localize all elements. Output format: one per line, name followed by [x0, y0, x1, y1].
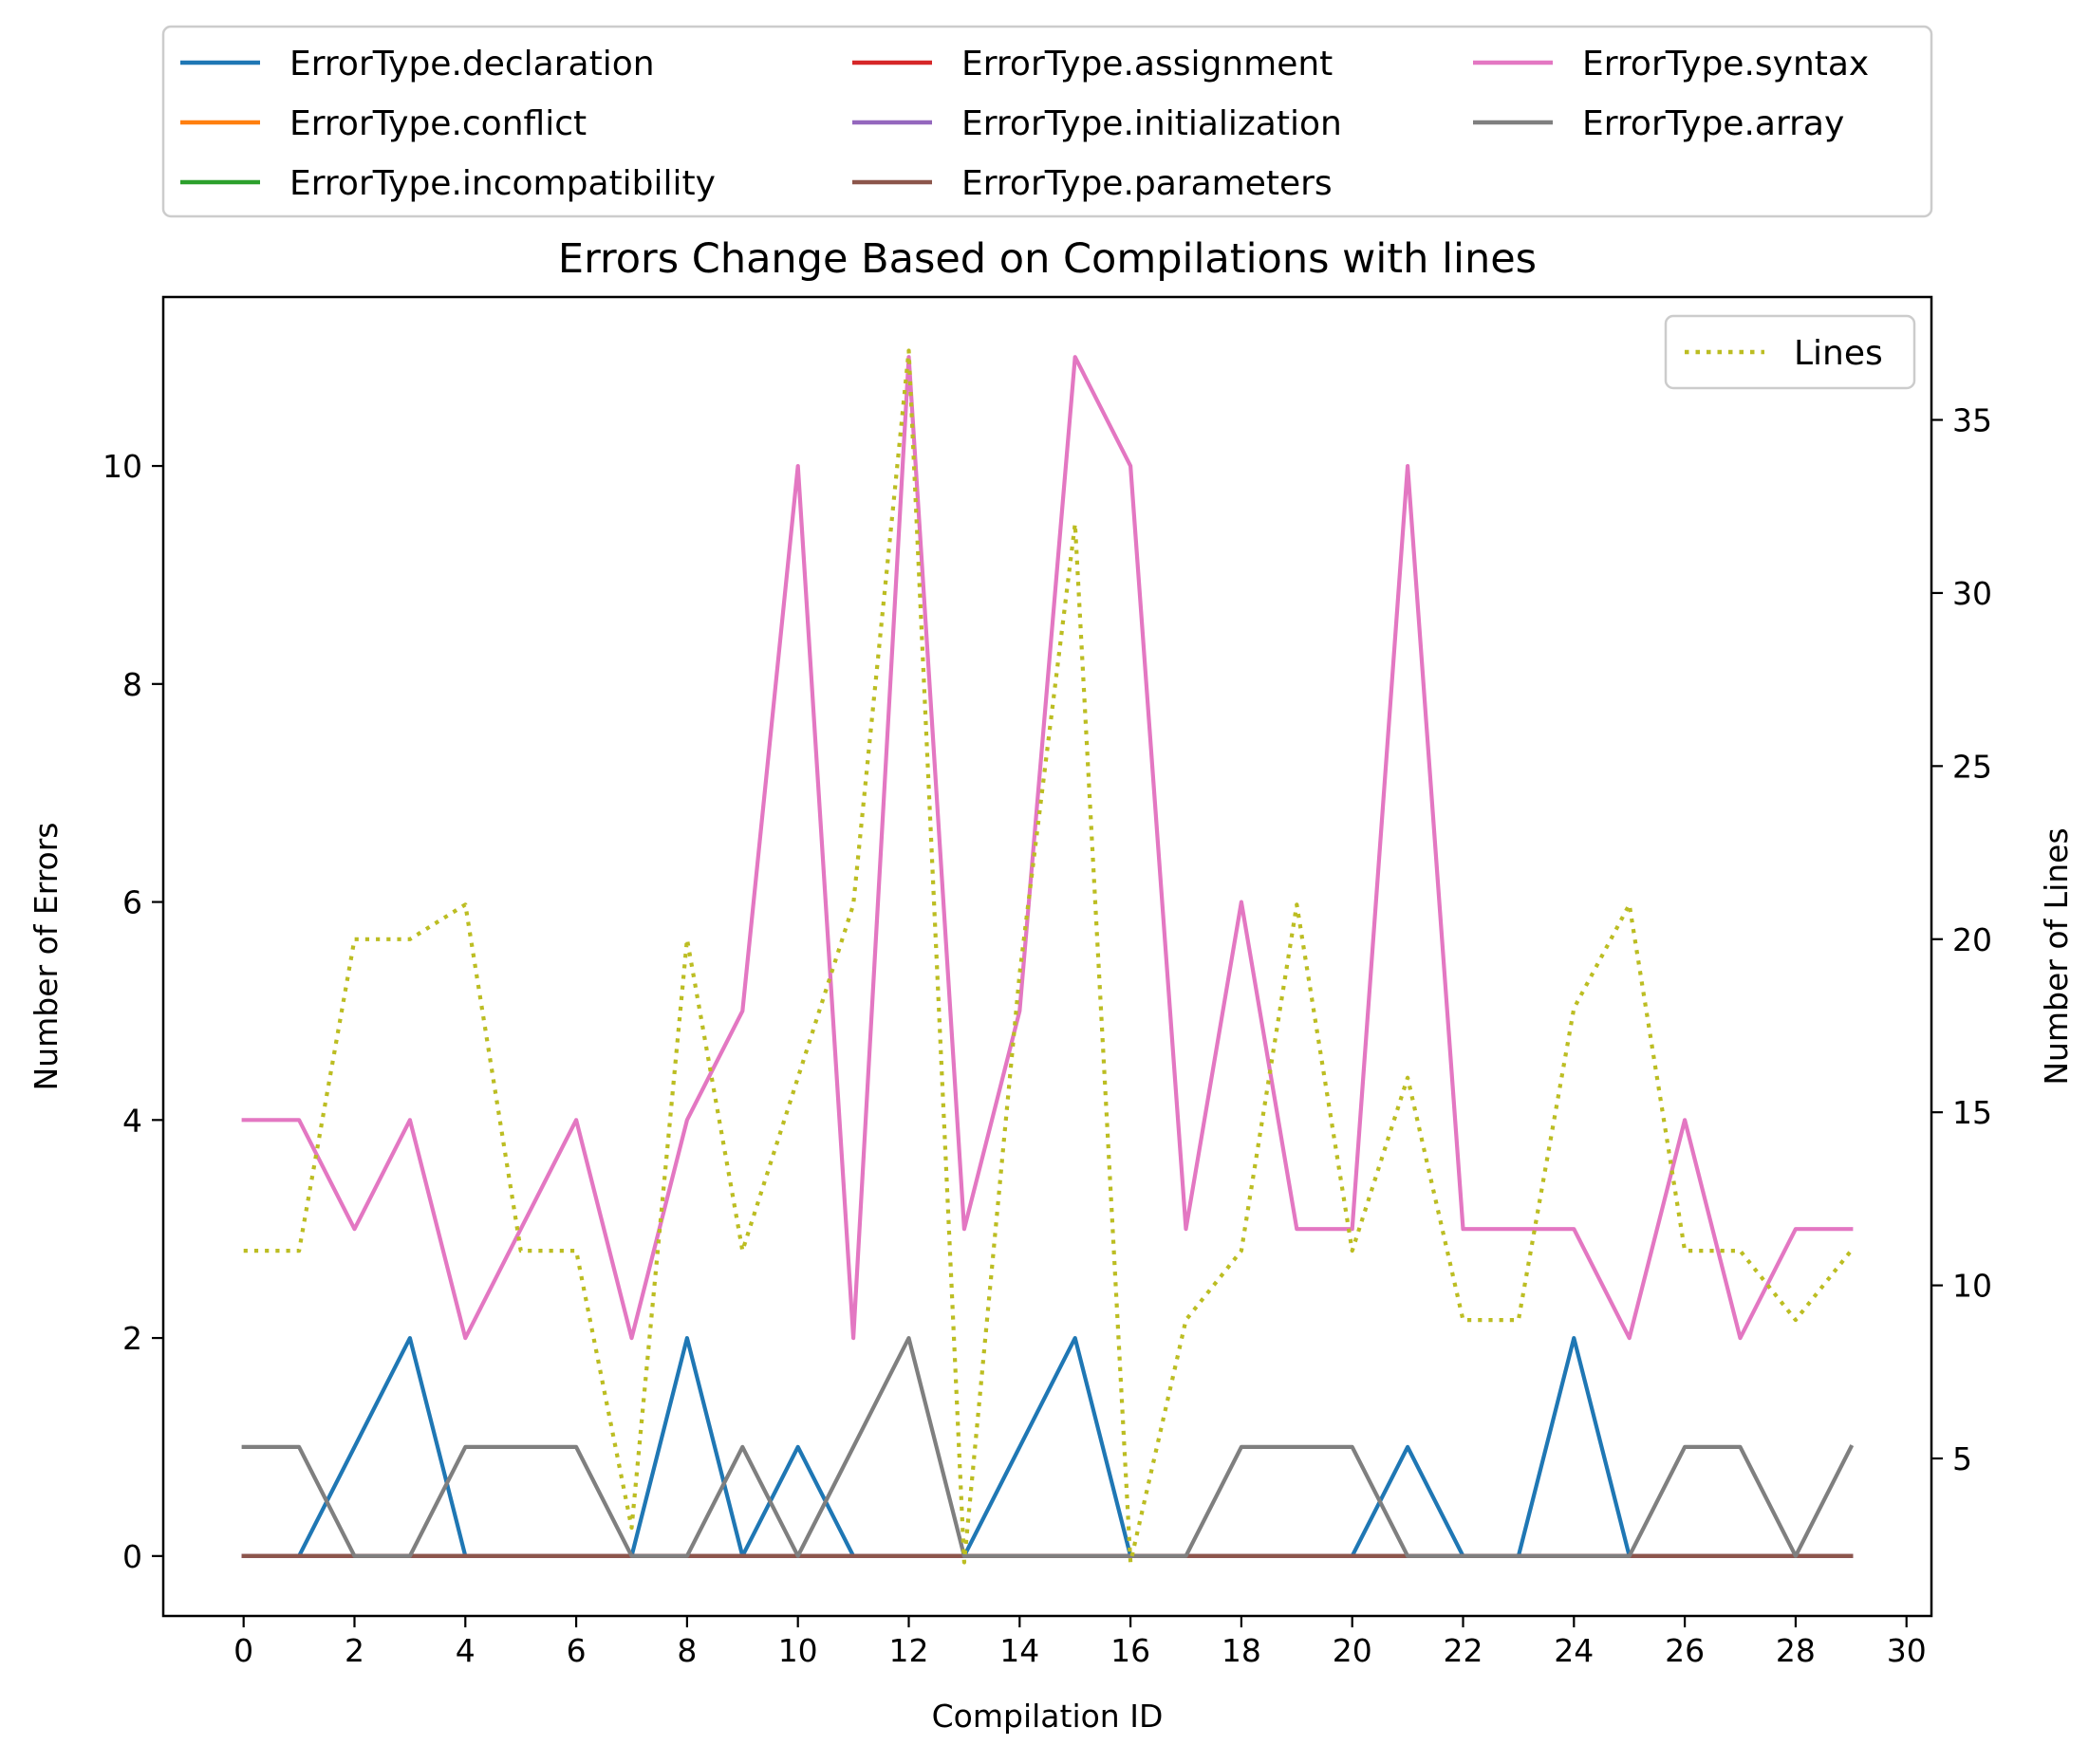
chart-title: Errors Change Based on Compilations with…	[558, 235, 1537, 283]
legend-entry-errortype-array: ErrorType.array	[1473, 104, 1844, 143]
legend-label: ErrorType.array	[1582, 104, 1844, 143]
y-tick-label: 10	[103, 448, 142, 485]
legend-entry-errortype-assignment: ErrorType.assignment	[852, 45, 1333, 84]
x-tick-label: 28	[1776, 1632, 1816, 1669]
y-tick-label: 2	[122, 1320, 142, 1357]
x-tick-label: 26	[1665, 1632, 1705, 1669]
legend-label: ErrorType.incompatibility	[289, 164, 716, 203]
legend-entry-errortype-syntax: ErrorType.syntax	[1473, 45, 1869, 84]
x-axis-label: Compilation ID	[932, 1698, 1164, 1735]
y-axis-label: Number of Errors	[28, 823, 65, 1091]
legend-entry-lines: Lines	[1685, 334, 1883, 373]
legend-label: ErrorType.parameters	[961, 164, 1333, 203]
y2-tick-label: 30	[1952, 575, 1992, 612]
x-tick-label: 4	[456, 1632, 476, 1669]
series-lines	[243, 348, 1853, 1565]
y2-tick-label: 10	[1952, 1268, 1992, 1305]
legend-entry-errortype-initialization: ErrorType.initialization	[852, 104, 1342, 143]
y-tick-label: 6	[122, 884, 142, 921]
legend-lines-box	[1664, 314, 1916, 390]
legend-label: ErrorType.conflict	[289, 104, 587, 143]
legend-entry-errortype-incompatibility: ErrorType.incompatibility	[180, 164, 716, 203]
x-tick-label: 10	[778, 1632, 818, 1669]
legend-entry-errortype-declaration: ErrorType.declaration	[180, 45, 655, 84]
x-tick-label: 18	[1222, 1632, 1261, 1669]
legend-main-box	[161, 25, 1933, 218]
x-tick-label: 20	[1333, 1632, 1372, 1669]
y2-tick-label: 15	[1952, 1094, 1992, 1131]
x-tick-label: 12	[888, 1632, 928, 1669]
series-layer	[241, 348, 1855, 1565]
y2-tick-label: 35	[1952, 402, 1992, 439]
legend-entry-errortype-parameters: ErrorType.parameters	[852, 164, 1333, 203]
legend-label: ErrorType.declaration	[289, 45, 655, 84]
y-tick-label: 0	[122, 1538, 142, 1575]
y2-tick-label: 25	[1952, 748, 1992, 785]
series-errortype-array	[241, 1335, 1855, 1558]
x-tick-label: 16	[1110, 1632, 1150, 1669]
legend-lines: Lines	[1664, 314, 1916, 390]
x-tick-label: 14	[999, 1632, 1039, 1669]
legend-label: ErrorType.initialization	[961, 104, 1342, 143]
legend-label: ErrorType.syntax	[1582, 45, 1869, 84]
plot-frame	[161, 295, 1933, 1618]
series-line-errortype-syntax	[241, 355, 1854, 1341]
legend-main: ErrorType.declaration ErrorType.conflict E…	[161, 25, 1933, 218]
x-tick-label: 8	[677, 1632, 697, 1669]
series-line-lines	[243, 348, 1853, 1565]
legend-entry-errortype-conflict: ErrorType.conflict	[180, 104, 587, 143]
legend-label: Lines	[1794, 334, 1883, 373]
legend-label: ErrorType.assignment	[961, 45, 1333, 84]
series-errortype-syntax	[241, 355, 1854, 1341]
series-line-errortype-array	[241, 1335, 1855, 1558]
y2-axis-label: Number of Lines	[2038, 827, 2075, 1085]
y2-tick-label: 20	[1952, 921, 1992, 958]
x-tick-label: 2	[345, 1632, 364, 1669]
x-tick-label: 24	[1554, 1632, 1594, 1669]
x-tick-label: 0	[233, 1632, 253, 1669]
y2-tick-label: 5	[1952, 1440, 1972, 1477]
x-tick-label: 22	[1444, 1632, 1483, 1669]
ticks-layer: 0 2 4 6 8 10 12 14 16 18 20 22 24 26 28 300246810510152…	[103, 402, 1992, 1669]
x-tick-label: 6	[567, 1632, 587, 1669]
x-tick-label: 30	[1887, 1632, 1927, 1669]
y-tick-label: 8	[122, 666, 142, 703]
y-tick-label: 4	[122, 1102, 142, 1139]
